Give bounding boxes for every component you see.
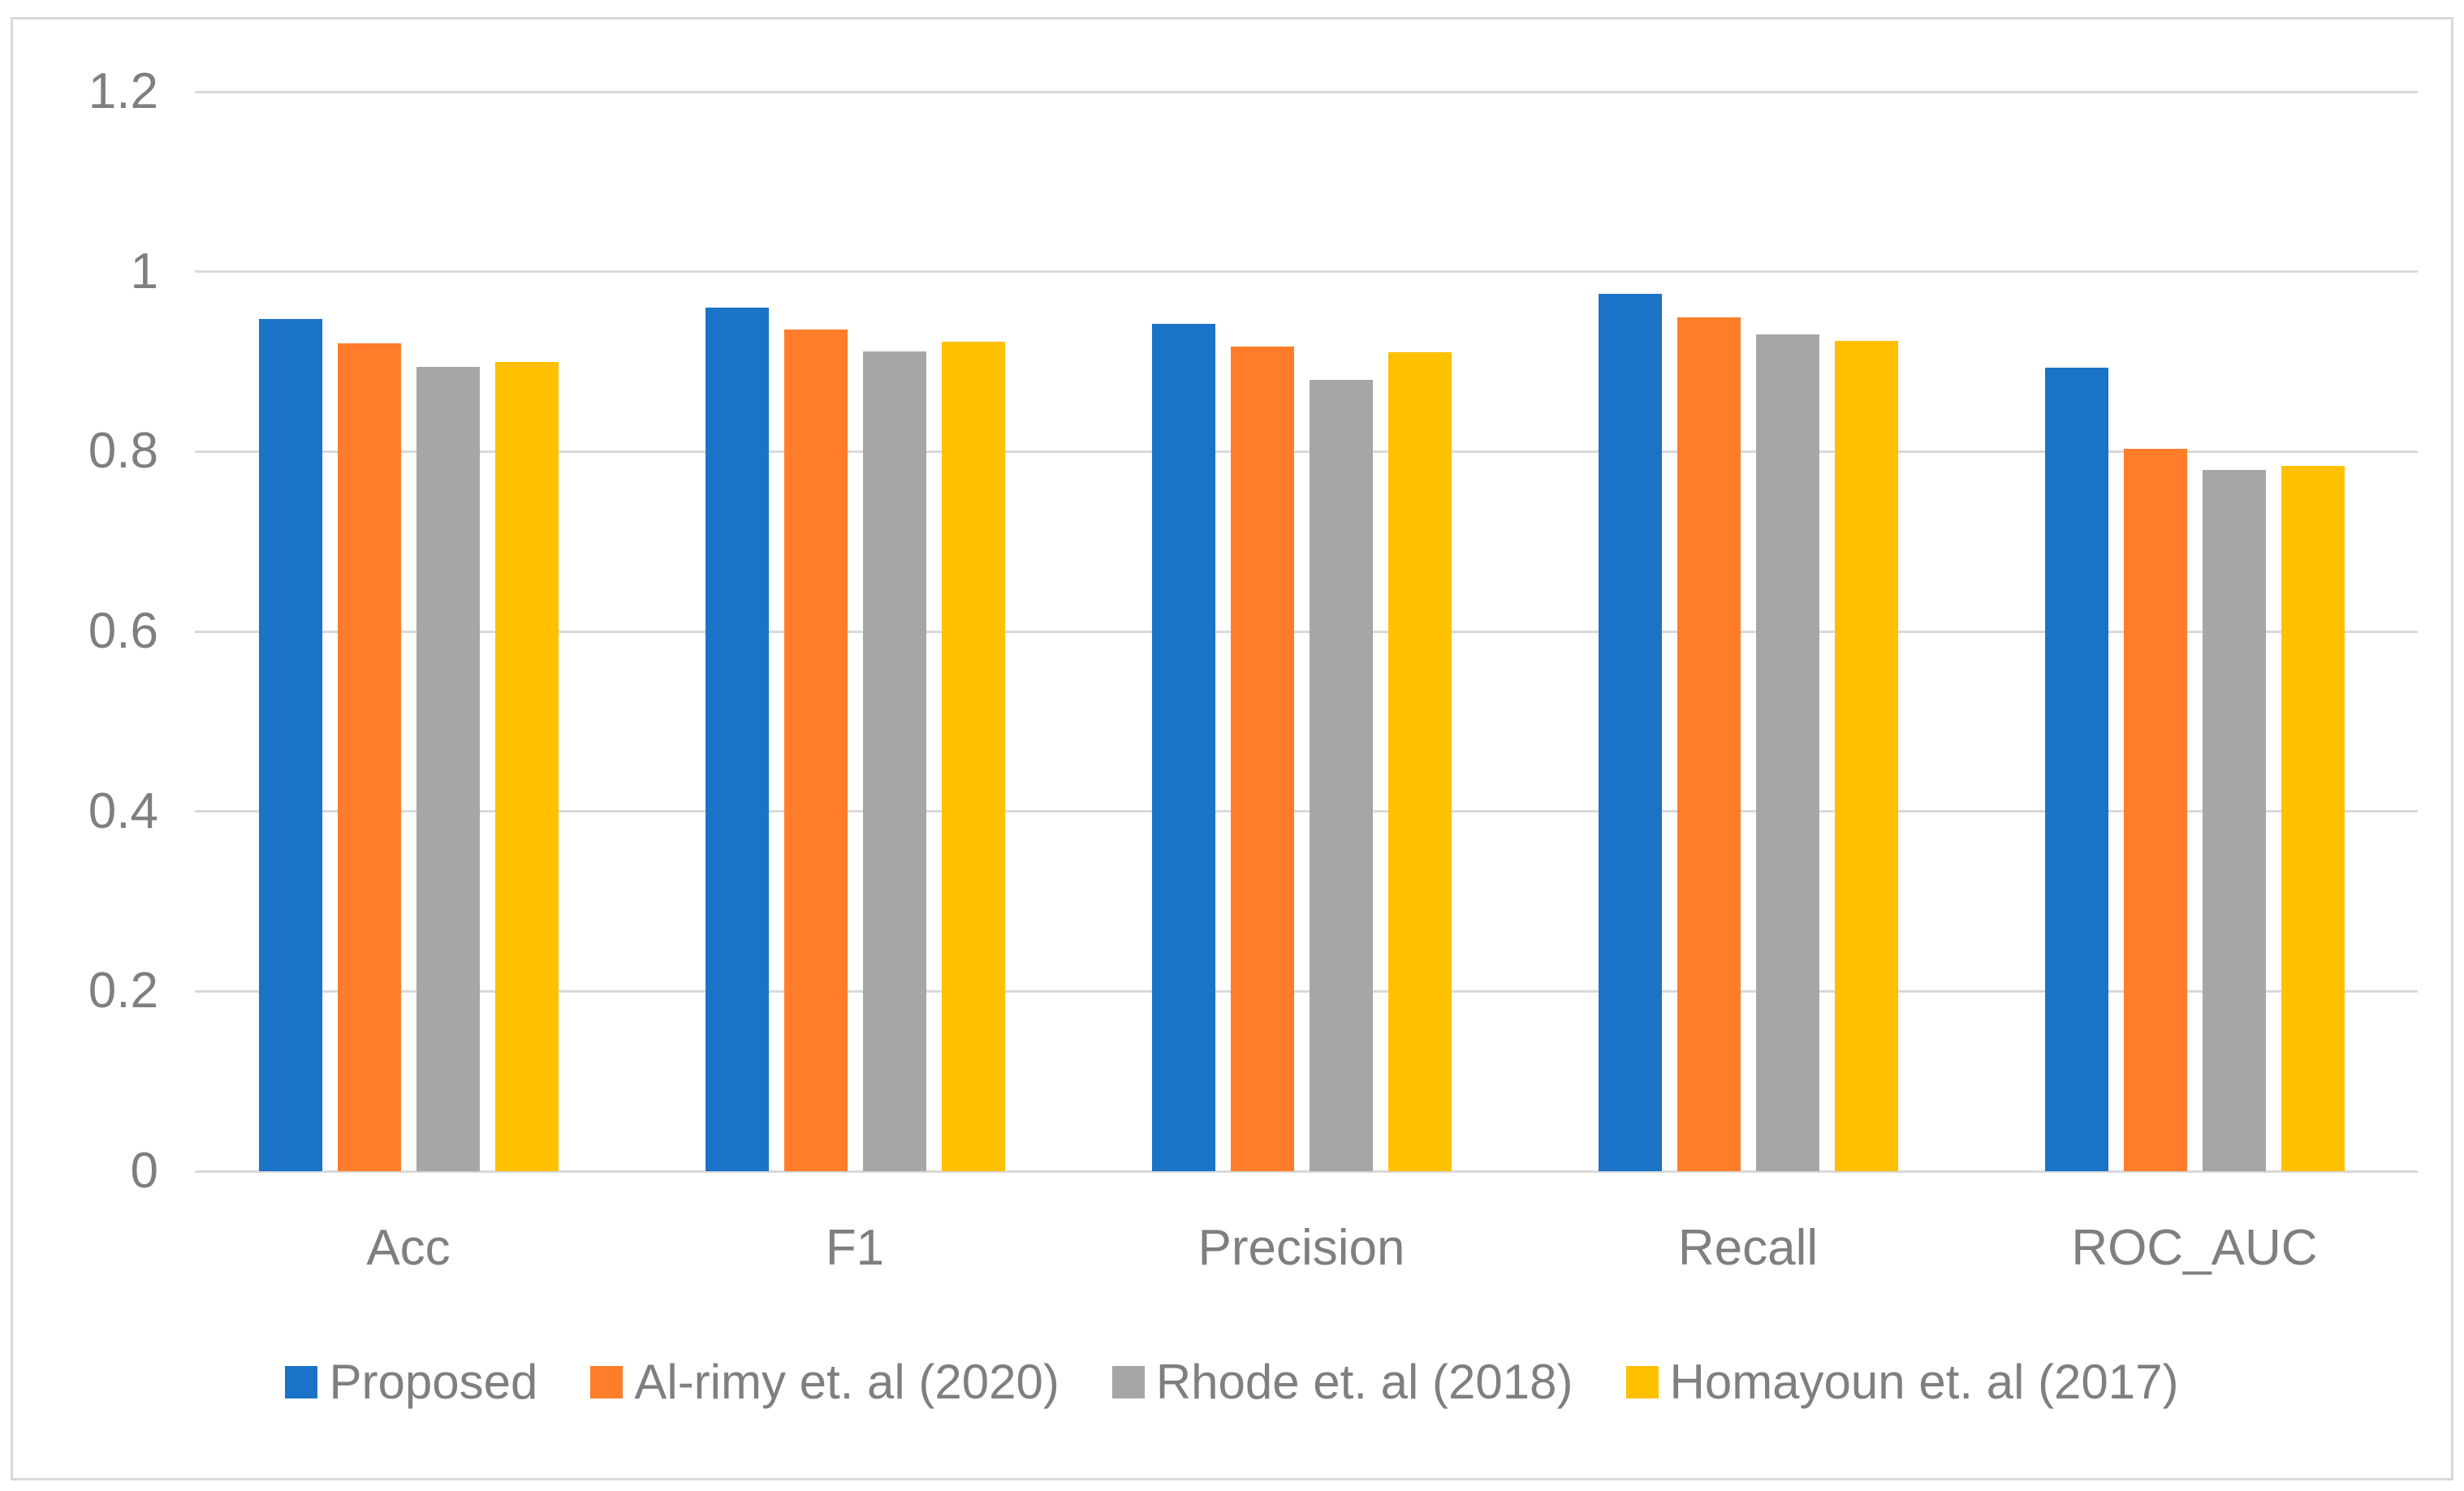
bar-proposed-f1: [705, 308, 769, 1171]
x-tick-label-acc: Acc: [366, 1220, 451, 1276]
legend-item-homayoun-et-al-2017: Homayoun et. al (2017): [1625, 1354, 2179, 1411]
bar-homayoun-et-al-2017-precision: [1387, 352, 1452, 1171]
bar-al-rimy-et-al-2020-acc: [337, 343, 401, 1171]
bar-al-rimy-et-al-2020-roc-auc: [2123, 449, 2187, 1171]
y-tick-label-0-6: 0.6: [88, 603, 158, 659]
gridline-0-2: [195, 989, 2418, 993]
y-tick-label-0-8: 0.8: [88, 423, 158, 480]
legend-item-al-rimy-et-al-2020: Al-rimy et. al (2020): [590, 1354, 1059, 1411]
gridline-0: [195, 1170, 2418, 1173]
bar-proposed-roc-auc: [2044, 368, 2108, 1171]
bar-rhode-et-al-2018-acc: [416, 367, 480, 1171]
legend-swatch-homayoun-et-al-2017: [1625, 1366, 1659, 1398]
y-tick-label-1-2: 1.2: [88, 63, 158, 119]
bar-homayoun-et-al-2017-recall: [1834, 341, 1898, 1171]
bar-proposed-precision: [1151, 323, 1215, 1171]
chart-legend: Proposed Al-rimy et. al (2020) Rhode et. a…: [0, 1354, 2464, 1411]
legend-swatch-al-rimy-et-al-2020: [590, 1366, 624, 1398]
legend-item-rhode-et-al-2018: Rhode et. al (2018): [1111, 1354, 1573, 1411]
bar-al-rimy-et-al-2020-f1: [783, 329, 848, 1171]
bar-proposed-acc: [258, 319, 322, 1171]
x-tick-label-precision: Precision: [1197, 1220, 1405, 1276]
legend-swatch-proposed: [285, 1366, 318, 1398]
gridline-0-6: [195, 630, 2418, 633]
legend-swatch-rhode-et-al-2018: [1111, 1366, 1145, 1398]
bar-proposed-recall: [1598, 294, 1662, 1171]
legend-label-homayoun-et-al-2017: Homayoun et. al (2017): [1669, 1355, 2179, 1409]
y-tick-label-1: 1: [130, 243, 158, 299]
gridline-0-8: [195, 450, 2418, 453]
bar-homayoun-et-al-2017-roc-auc: [2281, 466, 2345, 1171]
gridline-1: [195, 270, 2418, 274]
x-tick-label-recall: Recall: [1677, 1220, 1819, 1276]
gridline-1-2: [195, 90, 2418, 93]
legend-label-proposed: Proposed: [329, 1355, 538, 1409]
bar-al-rimy-et-al-2020-recall: [1676, 317, 1741, 1171]
y-tick-label-0: 0: [130, 1143, 158, 1199]
bar-homayoun-et-al-2017-acc: [494, 361, 559, 1171]
gridline-0-4: [195, 810, 2418, 813]
bar-rhode-et-al-2018-roc-auc: [2202, 469, 2266, 1171]
x-tick-label-f1: F1: [825, 1220, 885, 1276]
bar-rhode-et-al-2018-recall: [1755, 334, 1819, 1171]
y-tick-label-0-4: 0.4: [88, 782, 158, 839]
x-tick-label-roc-auc: ROC_AUC: [2071, 1220, 2318, 1276]
bar-rhode-et-al-2018-precision: [1309, 379, 1373, 1171]
legend-label-rhode-et-al-2018: Rhode et. al (2018): [1155, 1355, 1573, 1409]
bar-al-rimy-et-al-2020-precision: [1230, 346, 1294, 1171]
legend-item-proposed: Proposed: [285, 1354, 537, 1411]
legend-label-al-rimy-et-al-2020: Al-rimy et. al (2020): [634, 1355, 1059, 1409]
y-tick-label-0-2: 0.2: [88, 963, 158, 1019]
bar-homayoun-et-al-2017-f1: [941, 342, 1005, 1171]
bar-rhode-et-al-2018-f1: [862, 351, 926, 1171]
